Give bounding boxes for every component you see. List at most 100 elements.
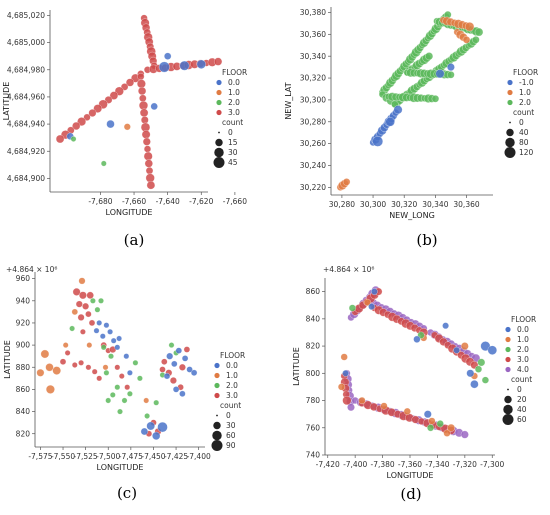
data-point	[90, 297, 96, 304]
data-point	[71, 308, 78, 316]
axis-offset-label: +4.864 × 10⁶	[6, 265, 57, 274]
legend-swatch	[507, 89, 513, 96]
data-point	[96, 375, 103, 382]
legend-size-marker	[218, 131, 220, 134]
x-axis-label: LONGITUDE	[387, 471, 434, 480]
legend-size-marker	[502, 414, 514, 425]
data-point	[140, 427, 149, 436]
data-point	[94, 306, 101, 313]
data-point	[124, 384, 131, 391]
legend-entry-label: -1.0	[519, 78, 534, 87]
data-point	[372, 136, 383, 147]
legend-size-marker	[213, 157, 225, 168]
legend-swatch	[507, 79, 513, 86]
data-point	[337, 383, 346, 391]
legend-entry-label: 0.0	[226, 361, 238, 370]
data-point	[163, 372, 171, 380]
data-point	[69, 325, 75, 332]
data-point	[146, 421, 155, 431]
data-point	[79, 291, 87, 300]
data-point	[425, 52, 434, 61]
y-tick-label: 4,685,000	[7, 38, 45, 47]
data-point	[85, 364, 92, 371]
data-point	[137, 73, 145, 81]
data-point	[86, 291, 94, 299]
legend-size-title: count	[222, 118, 243, 127]
legend-entry-label: 2.0	[517, 345, 529, 354]
legend-size-marker	[504, 395, 512, 404]
data-point	[423, 410, 432, 419]
y-tick-label: 820	[306, 342, 321, 351]
data-point	[178, 363, 186, 371]
legend-size-marker	[211, 440, 223, 451]
legend-swatch	[216, 89, 222, 96]
y-tick-label: 740	[306, 451, 321, 460]
data-point	[72, 121, 81, 131]
legend-title: FLOOR	[222, 68, 247, 77]
data-point	[72, 288, 81, 296]
data-point	[127, 369, 133, 376]
data-point	[140, 116, 149, 124]
data-point	[82, 302, 90, 310]
legend-size-marker	[214, 147, 224, 158]
x-tick-label: -7,360	[398, 460, 422, 469]
legend-entry-label: 2.0	[226, 381, 238, 390]
x-tick-label: 30,340	[422, 200, 448, 209]
panel-label: (a)	[124, 231, 145, 249]
panel-1: -7,680 -7,660 -7,640 -7,620 -7,660 4,685,020 4…	[2, 10, 247, 249]
legend-swatch	[214, 362, 220, 369]
data-point	[447, 63, 455, 71]
data-point	[431, 95, 440, 103]
data-point	[116, 335, 122, 342]
data-point	[138, 100, 149, 111]
data-point	[443, 429, 451, 437]
legend-entry-label: 1.0	[226, 371, 238, 380]
legend-entry-label: 3.0	[228, 108, 240, 117]
data-point	[100, 344, 107, 351]
data-point	[110, 337, 117, 344]
legend-swatch	[216, 99, 222, 106]
x-tick-label: -7,660	[223, 197, 247, 206]
legend-size-label: 30	[228, 148, 238, 157]
x-tick-label: 30,320	[391, 200, 417, 209]
x-tick-label: -7,320	[453, 460, 477, 469]
data-point	[340, 353, 348, 361]
y-tick-label: 860	[306, 287, 321, 296]
data-point	[168, 342, 175, 348]
y-tick-label: 30,380	[300, 8, 326, 17]
data-point	[153, 399, 160, 406]
data-point	[181, 355, 189, 362]
data-point	[75, 300, 83, 308]
y-tick-label: 880	[16, 363, 31, 372]
data-point	[413, 335, 421, 343]
data-point	[447, 71, 455, 79]
y-tick-label: 4,684,980	[7, 65, 45, 74]
x-tick-label: -7,450	[141, 452, 165, 461]
data-point	[100, 160, 107, 167]
data-point	[342, 369, 349, 377]
y-axis-label: LATITUDE	[3, 340, 12, 379]
x-axis-label: NEW_LONG	[389, 211, 435, 220]
legend-size-label: 60	[226, 431, 236, 440]
data-point	[55, 134, 65, 144]
legend-size-label: 40	[519, 128, 529, 137]
scatter-points	[55, 14, 223, 190]
data-point	[71, 362, 78, 368]
data-point	[460, 430, 469, 439]
legend-size-marker	[503, 404, 513, 415]
x-axis-label: LONGITUDE	[97, 463, 144, 472]
data-point	[363, 298, 372, 307]
data-point	[123, 123, 131, 131]
legend-size-label: 80	[519, 138, 529, 147]
data-point	[380, 402, 388, 410]
data-point	[183, 346, 191, 353]
y-tick-label: 30,340	[300, 52, 326, 61]
legend-size-marker	[215, 138, 223, 147]
data-point	[371, 288, 378, 295]
data-point	[99, 333, 106, 340]
y-tick-label: 30,360	[300, 30, 326, 39]
